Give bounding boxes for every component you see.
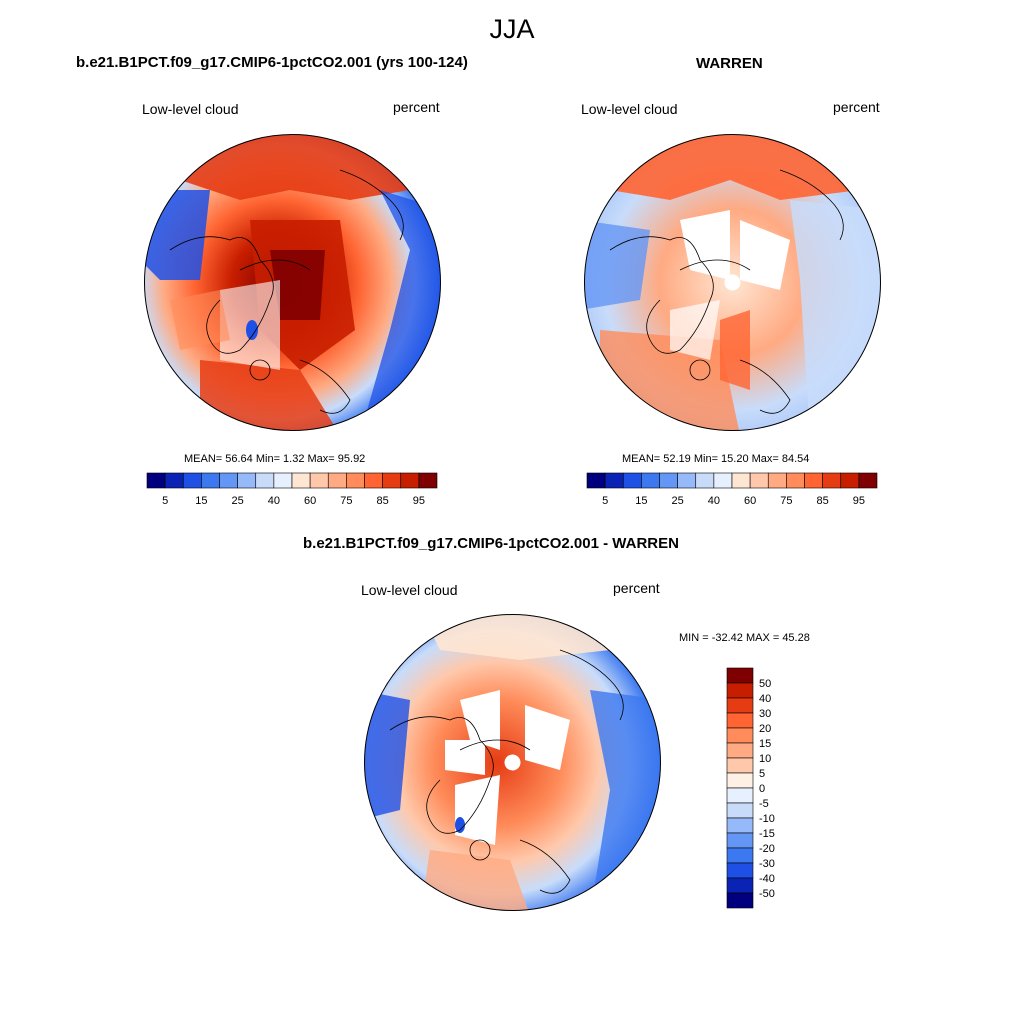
colorbar-tick-label: -40 (759, 873, 775, 885)
panel-3-polar-map (364, 614, 661, 911)
colorbar-swatch (726, 742, 754, 759)
colorbar-tick-label: 15 (195, 495, 207, 507)
colorbar-swatch (726, 817, 754, 834)
colorbar-swatch (201, 472, 220, 489)
colorbar-tick-label: 40 (708, 495, 720, 507)
colorbar-tick-label: 25 (672, 495, 684, 507)
colorbar-tick-label: 5 (162, 495, 168, 507)
colorbar-tick-label: 20 (759, 723, 771, 735)
colorbar-swatch (858, 472, 878, 489)
colorbar-swatch (641, 472, 660, 489)
colorbar-swatch (146, 472, 166, 489)
colorbar-swatch (726, 772, 754, 789)
colorbar-swatch (418, 472, 438, 489)
colorbar-tick-label: 85 (377, 495, 389, 507)
colorbar-tick-label: 25 (232, 495, 244, 507)
panel-1-colorbar: 5 15 25 40 60 75 85 95 (146, 472, 438, 507)
panel-2-title: WARREN (696, 55, 763, 72)
colorbar-tick-label: 95 (413, 495, 425, 507)
panel-1-units-label: percent (393, 99, 440, 115)
colorbar-tick-label: 15 (635, 495, 647, 507)
panel-1-stats: MEAN= 56.64 Min= 1.32 Max= 95.92 (184, 453, 366, 465)
colorbar-swatch (726, 682, 754, 699)
panel-2-stats: MEAN= 52.19 Min= 15.20 Max= 84.54 (622, 453, 810, 465)
colorbar-swatch (364, 472, 383, 489)
colorbar-swatch (164, 472, 184, 489)
colorbar-tick-label: 30 (759, 708, 771, 720)
colorbar-tick-label: 75 (780, 495, 792, 507)
colorbar-swatch (731, 472, 751, 489)
colorbar-swatch (659, 472, 678, 489)
panel-1-variable-label: Low-level cloud (142, 101, 239, 117)
colorbar-tick-label: 50 (759, 678, 771, 690)
colorbar-swatch (677, 472, 697, 489)
colorbar-swatch (182, 472, 202, 489)
colorbar-tick-label: 5 (602, 495, 608, 507)
colorbar-tick-label: 10 (759, 753, 771, 765)
colorbar-tick-label: 60 (744, 495, 756, 507)
panel-3-title: b.e21.B1PCT.f09_g17.CMIP6-1pctCO2.001 - … (303, 535, 679, 552)
colorbar-swatch (749, 472, 769, 489)
colorbar-swatch (726, 667, 754, 684)
colorbar-swatch (804, 472, 823, 489)
colorbar-swatch (309, 472, 329, 489)
colorbar-swatch (726, 832, 754, 849)
colorbar-swatch (219, 472, 238, 489)
colorbar-swatch (822, 472, 842, 489)
colorbar-swatch (840, 472, 860, 489)
colorbar-swatch (622, 472, 642, 489)
colorbar-swatch (291, 472, 311, 489)
colorbar-tick-label: 40 (759, 693, 771, 705)
colorbar-tick-label: 60 (304, 495, 316, 507)
colorbar-tick-label: 85 (817, 495, 829, 507)
colorbar-swatch (346, 472, 365, 489)
colorbar-swatch (327, 472, 347, 489)
colorbar-swatch (726, 757, 754, 774)
panel-2-variable-label: Low-level cloud (581, 101, 678, 117)
colorbar-tick-label: 75 (340, 495, 352, 507)
colorbar-tick-label: 15 (759, 738, 771, 750)
panel-3-stats: MIN = -32.42 MAX = 45.28 (679, 632, 810, 644)
colorbar-swatch (695, 472, 715, 489)
colorbar-swatch (726, 697, 754, 714)
colorbar-swatch (726, 712, 754, 729)
figure-title: JJA (489, 14, 535, 44)
colorbar-swatch (713, 472, 733, 489)
colorbar-swatch (726, 862, 754, 879)
colorbar-tick-label: -20 (759, 843, 775, 855)
panel-2-polar-map (584, 134, 881, 431)
colorbar-tick-label: 40 (268, 495, 280, 507)
panel-2-colorbar: 5 15 25 40 60 75 85 95 (586, 472, 878, 507)
colorbar-tick-label: -30 (759, 858, 775, 870)
colorbar-swatch (255, 472, 275, 489)
colorbar-swatch (726, 847, 754, 864)
colorbar-swatch (400, 472, 420, 489)
colorbar-swatch (726, 727, 754, 744)
colorbar-swatch (726, 877, 754, 894)
colorbar-swatch (726, 892, 754, 909)
panel-1-polar-map (144, 134, 441, 431)
colorbar-swatch (586, 472, 606, 489)
colorbar-swatch (604, 472, 624, 489)
colorbar-swatch (726, 802, 754, 819)
panel-1-title: b.e21.B1PCT.f09_g17.CMIP6-1pctCO2.001 (y… (76, 54, 468, 71)
colorbar-tick-label: 95 (853, 495, 865, 507)
colorbar-swatch (237, 472, 257, 489)
colorbar-swatch (767, 472, 787, 489)
panel-3-variable-label: Low-level cloud (361, 582, 458, 598)
panel-2-units-label: percent (833, 99, 880, 115)
colorbar-tick-label: -5 (759, 798, 769, 810)
colorbar-swatch (273, 472, 293, 489)
panel-3-units-label: percent (613, 580, 660, 596)
colorbar-tick-label: 0 (759, 783, 765, 795)
colorbar-tick-label: 5 (759, 768, 765, 780)
colorbar-tick-label: -50 (759, 888, 775, 900)
colorbar-tick-label: -15 (759, 828, 775, 840)
colorbar-swatch (382, 472, 402, 489)
colorbar-swatch (786, 472, 805, 489)
colorbar-swatch (726, 787, 754, 804)
colorbar-tick-label: -10 (759, 813, 775, 825)
